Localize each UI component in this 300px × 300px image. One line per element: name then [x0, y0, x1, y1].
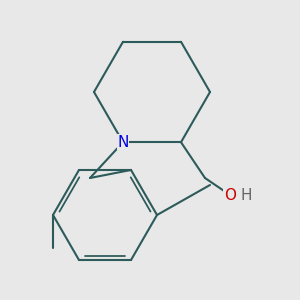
Text: N: N: [117, 135, 129, 150]
Text: O: O: [224, 188, 236, 202]
Text: H: H: [241, 188, 252, 202]
